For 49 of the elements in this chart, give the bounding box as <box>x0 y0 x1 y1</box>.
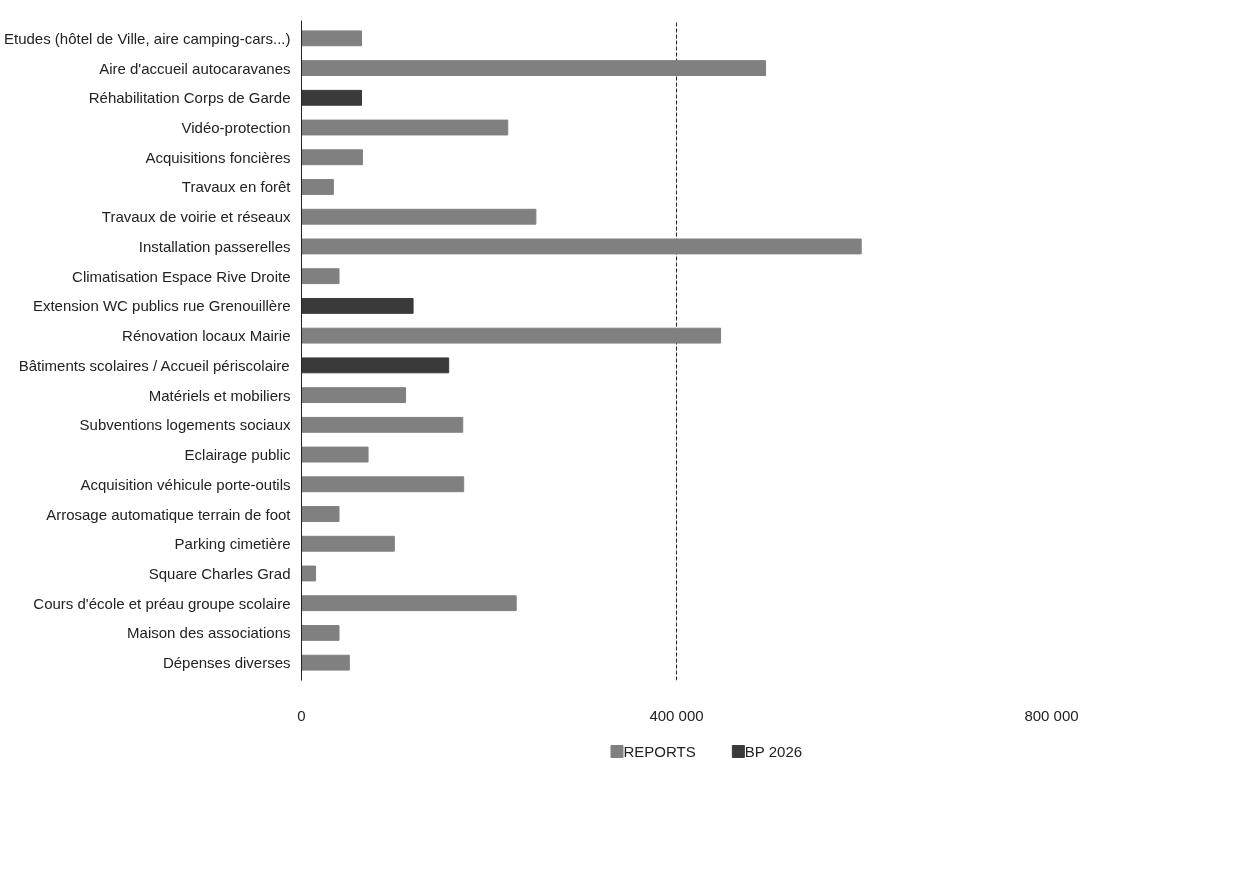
bar <box>301 149 363 166</box>
y-tick-label: Square Charles Grad <box>148 564 291 582</box>
bar <box>301 565 317 582</box>
bar <box>301 625 340 641</box>
bar <box>301 89 362 106</box>
y-tick-label: Acquisitions foncières <box>145 148 291 166</box>
y-tick-label: Cours d'école et préau groupe scolaire <box>33 594 291 612</box>
y-tick-label: Rénovation locaux Mairie <box>122 327 291 345</box>
bar <box>301 446 369 463</box>
bar <box>301 595 517 612</box>
x-tick-label: 400 000 <box>649 706 704 724</box>
bar <box>301 208 537 225</box>
y-tick-label: Eclairage public <box>184 446 291 464</box>
y-tick-label: Climatisation Espace Rive Droite <box>72 267 291 285</box>
x-tick-label: 800 000 <box>1024 706 1079 724</box>
bar <box>301 357 450 374</box>
bar <box>301 535 395 552</box>
x-tick-label: 0 <box>297 706 306 724</box>
bar <box>301 387 407 404</box>
y-tick-label: Aire d'accueil autocaravanes <box>99 59 291 77</box>
bar <box>301 506 340 522</box>
y-tick-label: Travaux de voirie et réseaux <box>101 208 291 226</box>
legend-label: BP 2026 <box>744 743 803 760</box>
bar <box>301 268 340 285</box>
bar <box>301 60 767 76</box>
y-tick-label: Réhabilitation Corps de Garde <box>88 89 291 107</box>
bar <box>301 238 862 255</box>
bar <box>301 416 464 433</box>
bar <box>301 476 465 493</box>
y-tick-label: Acquisition véhicule porte-outils <box>80 475 291 493</box>
y-tick-label: Etudes (hôtel de Ville, aire camping-cars...) <box>3 29 291 47</box>
bar <box>301 179 334 195</box>
y-tick-label: Installation passerelles <box>138 237 291 255</box>
y-tick-label: Dépenses diverses <box>162 654 291 672</box>
y-tick-label: Extension WC publics rue Grenouillère <box>32 297 291 315</box>
y-tick-label: Bâtiments scolaires / Accueil périscolaire <box>18 356 290 374</box>
y-tick-label: Maison des associations <box>127 624 291 642</box>
y-tick-label: Vidéo-protection <box>181 119 291 137</box>
y-tick-label: Arrosage automatique terrain de foot <box>46 505 292 523</box>
y-tick-label: Travaux en forêt <box>181 178 292 196</box>
bar <box>301 30 362 47</box>
legend-label: REPORTS <box>623 743 696 760</box>
y-tick-label: Parking cimetière <box>174 535 291 553</box>
y-tick-label: Matériels et mobiliers <box>148 386 291 404</box>
y-tick-label: Subventions logements sociaux <box>79 416 291 434</box>
bar <box>301 297 414 314</box>
bar <box>301 327 722 344</box>
bar <box>301 119 509 136</box>
bar <box>301 654 350 671</box>
